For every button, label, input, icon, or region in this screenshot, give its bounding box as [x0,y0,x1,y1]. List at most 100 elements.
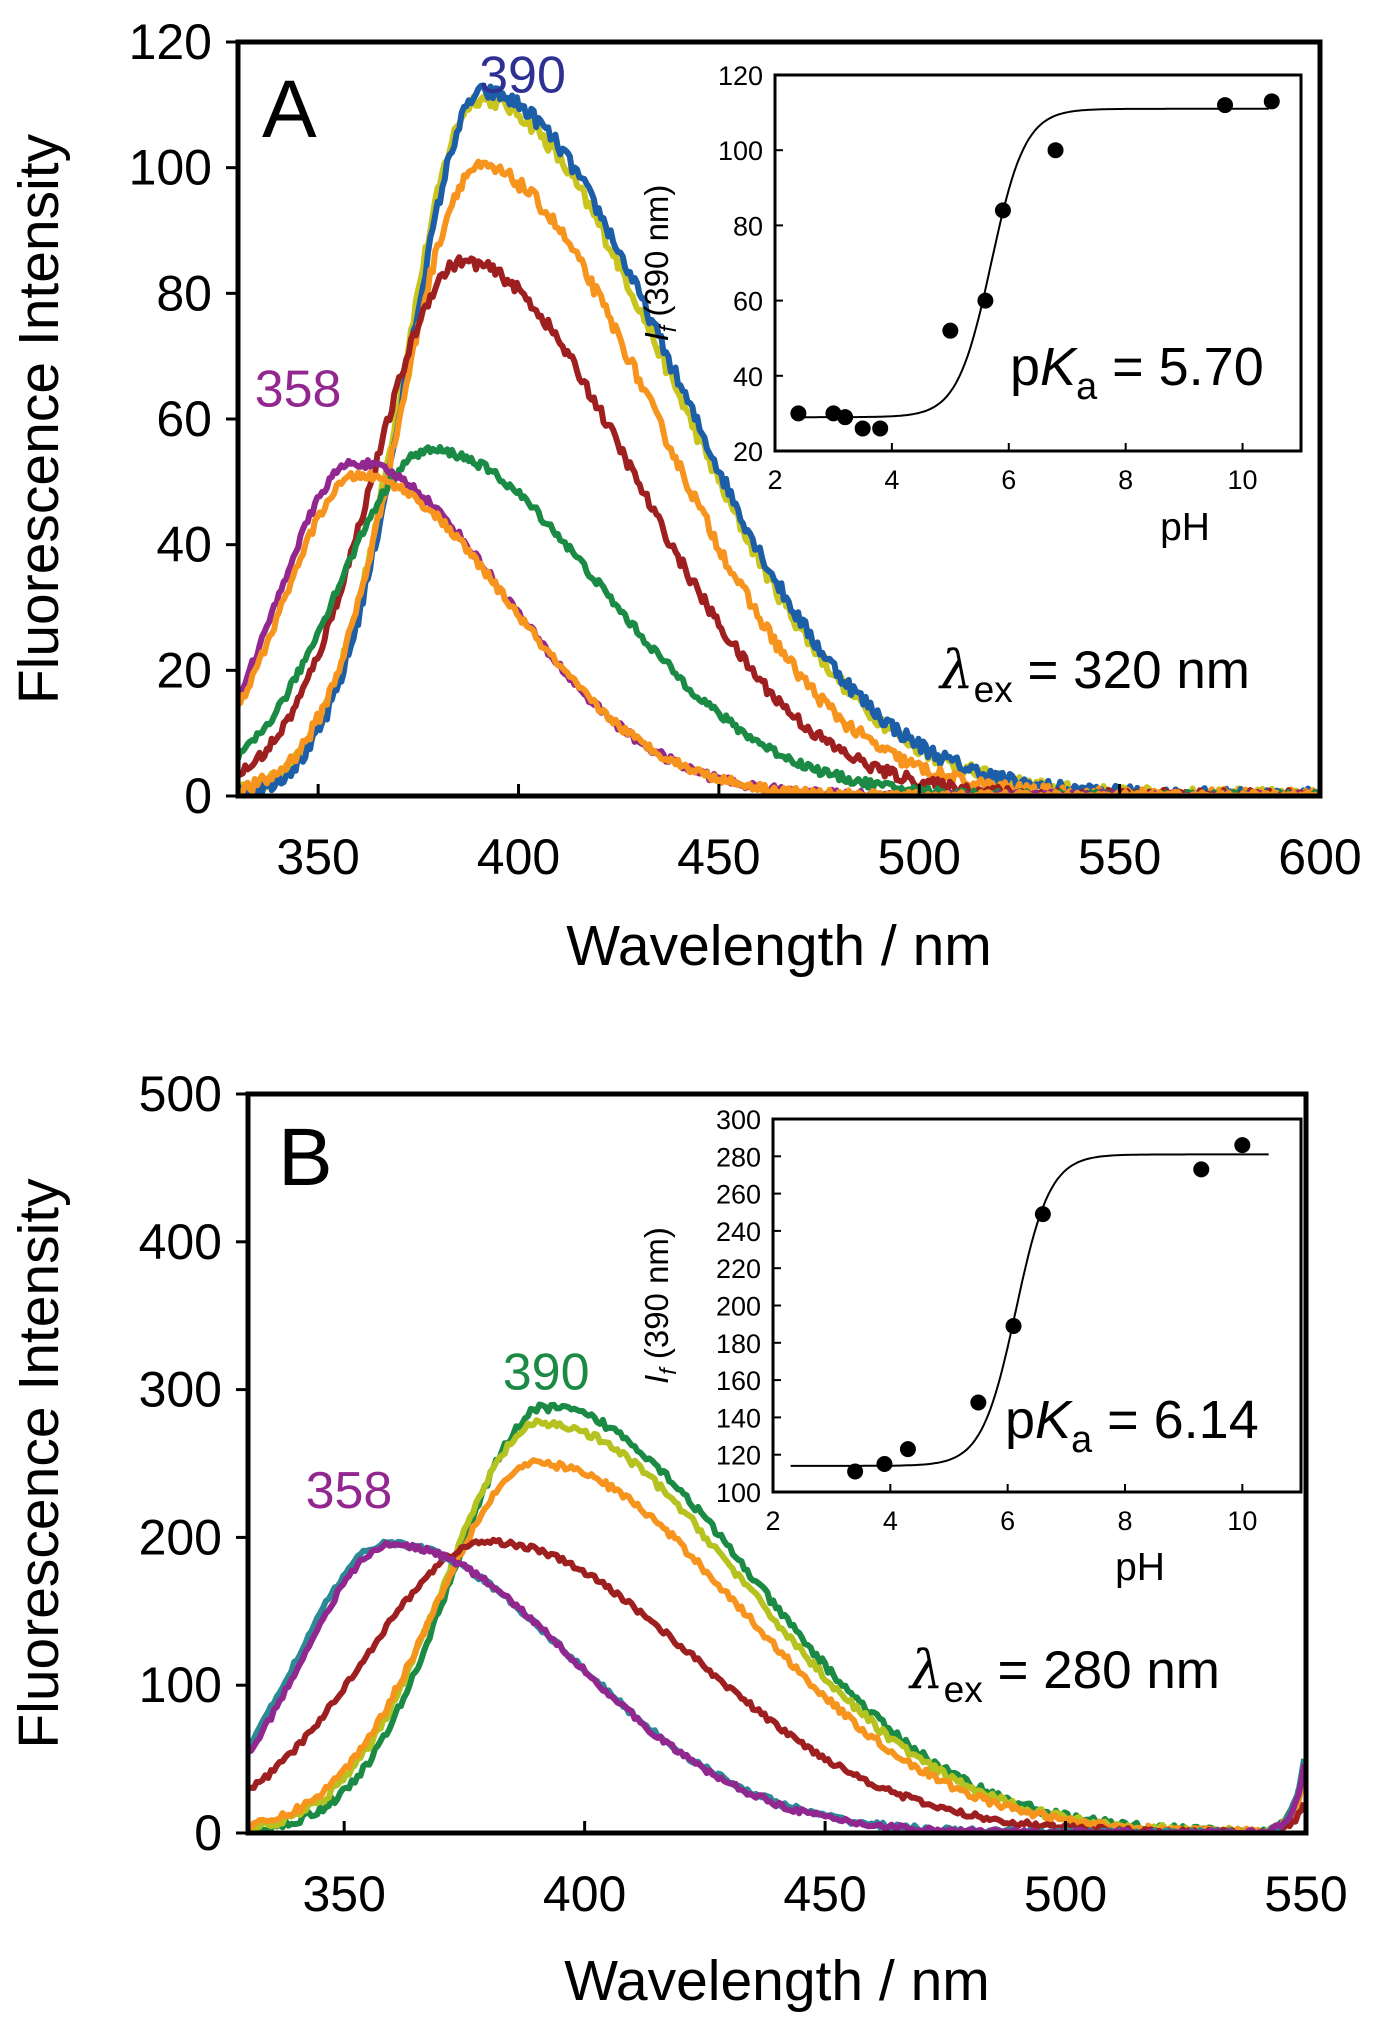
inset-y-tick-label: 240 [716,1217,761,1247]
inset-x-tick-label: 6 [1000,1506,1015,1536]
pka-prefix: p [1005,1390,1035,1450]
inset-fit-curve [792,107,1269,419]
inset-data-point [1234,1137,1251,1154]
peak-label-358: 358 [306,1462,393,1520]
inset-x-tick-label: 4 [883,1506,898,1536]
inset-data-point [1193,1161,1210,1178]
inset-y-label-main: I [638,1375,675,1384]
inset-data-point [790,405,807,422]
inset-data-point [1047,142,1064,159]
inset-y-tick-label: 300 [716,1105,761,1135]
excitation-value: = 320 nm [1013,641,1250,700]
inset-x-tick-label: 8 [1118,465,1133,495]
inset-chart: 2 4 6 8 10 100 120 140 160 180 200 220 240 260 280 300 p… [638,1105,1303,1589]
inset-y-tick-label: 220 [716,1254,761,1284]
inset-data-point [854,420,871,437]
inset-x-axis-label: pH [1115,1546,1165,1589]
inset-data-point [977,292,994,309]
y-tick-label: 40 [156,517,212,573]
pka-subscript: a [1076,366,1098,408]
pka-k: K [1035,1390,1073,1450]
inset-y-axis-label: If (390 nm) [638,1227,681,1384]
excitation-subscript: ex [974,668,1014,710]
inset-x-tick-label: 8 [1117,1506,1132,1536]
y-tick-label: 300 [139,1362,222,1418]
x-tick-label: 600 [1278,829,1361,885]
spectrum-line-6 [238,457,1320,796]
inset-y-tick-label: 100 [718,136,763,166]
inset-y-tick-label: 140 [716,1403,761,1433]
inset-data-point [970,1394,987,1411]
excitation-subscript: ex [944,1668,984,1710]
y-tick-label: 100 [139,1657,222,1713]
spectrum-line-5 [238,444,1320,796]
x-axis-label: Wavelength / nm [564,1949,990,2013]
inset-data-point [837,409,854,426]
pka-value: = 5.70 [1097,337,1264,397]
pka-value: = 6.14 [1092,1390,1259,1450]
excitation-label: λex = 320 nm [938,640,1250,710]
inset-y-tick-label: 20 [733,437,763,467]
spectrum-line-7 [238,469,1320,796]
x-tick-label: 550 [1078,829,1161,885]
y-tick-label: 20 [156,642,212,698]
inset-y-tick-label: 280 [716,1142,761,1172]
panel-B: 350 400 450 500 550 0 100 200 300 400 500 Wavelengt… [7,1066,1348,2013]
x-tick-label: 450 [783,1866,866,1922]
inset-data-point [1263,93,1280,110]
x-tick-label: 500 [878,829,961,885]
inset-data-point [1034,1206,1051,1223]
inset-data-point [1217,97,1234,114]
x-tick-label: 500 [1024,1866,1107,1922]
peak-label-358: 358 [255,360,342,418]
pka-label: pKa = 5.70 [1010,337,1264,408]
y-tick-label: 500 [139,1066,222,1122]
x-axis-label: Wavelength / nm [566,914,992,978]
inset-y-tick-label: 40 [733,362,763,392]
inset-x-tick-label: 6 [1001,465,1016,495]
inset-data-point [847,1463,864,1480]
y-tick-label: 400 [139,1214,222,1270]
pka-prefix: p [1010,337,1040,397]
peak-label-390: 390 [503,1344,590,1402]
inset-x-tick-label: 10 [1228,465,1258,495]
x-tick-label: 550 [1264,1866,1347,1922]
peak-label-390: 390 [479,46,566,104]
inset-frame [773,73,1303,453]
inset-data-point [1005,1318,1022,1335]
pka-k: K [1040,337,1078,397]
inset-y-axis-label: If (390 nm) [638,185,681,342]
inset-y-tick-label: 200 [716,1292,761,1322]
excitation-value: = 280 nm [983,1641,1220,1700]
inset-x-tick-label: 10 [1227,1506,1257,1536]
pka-subscript: a [1071,1419,1093,1461]
inset-data-point [876,1456,893,1473]
panel-letter: B [278,1112,333,1203]
inset-chart: 2 4 6 8 10 20 40 60 80 100 120 pH If (390 nm) pKa = 5… [638,61,1303,549]
inset-y-tick-label: 100 [716,1478,761,1508]
inset-y-tick-label: 80 [733,211,763,241]
excitation-label: λex = 280 nm [908,1640,1220,1710]
y-axis-label: Fluorescence Intensity [7,133,71,704]
inset-x-tick-label: 2 [767,465,782,495]
inset-y-tick-label: 160 [716,1366,761,1396]
inset-y-label-sub: f [655,323,681,332]
inset-y-label-rest: (390 nm) [638,1227,675,1368]
excitation-lambda: λ [908,1640,944,1701]
spectrum-line-6 [248,1539,1306,1833]
x-tick-label: 350 [276,829,359,885]
inset-data-point [994,202,1011,219]
spectra-series [248,1401,1306,1833]
y-tick-label: 80 [156,265,212,321]
inset-y-label-main: I [638,332,675,341]
y-axis-label: Fluorescence Intensity [7,1178,71,1749]
inset-y-tick-label: 60 [733,287,763,317]
inset-x-tick-label: 2 [765,1506,780,1536]
inset-y-label-rest: (390 nm) [638,185,675,326]
plot-frame [245,1091,1309,1836]
inset-y-tick-label: 180 [716,1329,761,1359]
inset-y-tick-label: 120 [718,61,763,91]
inset-data-point [942,322,959,339]
inset-y-label-sub: f [655,1366,681,1375]
